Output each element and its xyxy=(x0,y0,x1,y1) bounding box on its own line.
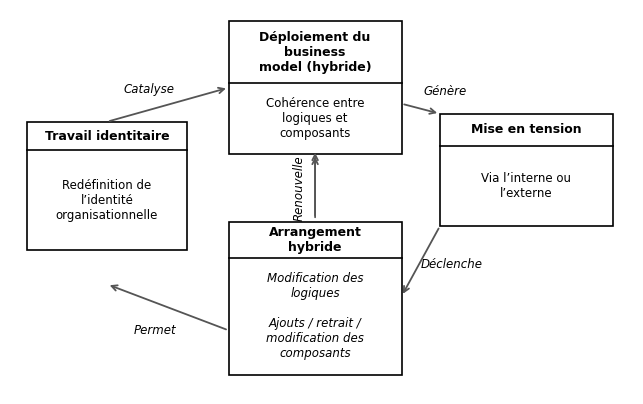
Text: Via l’interne ou
l’externe: Via l’interne ou l’externe xyxy=(482,172,572,200)
Text: Cohérence entre
logiques et
composants: Cohérence entre logiques et composants xyxy=(266,97,365,140)
Text: Modification des
logiques

Ajouts / retrait /
modification des
composants: Modification des logiques Ajouts / retra… xyxy=(266,272,364,360)
FancyBboxPatch shape xyxy=(229,222,401,375)
FancyBboxPatch shape xyxy=(229,21,401,154)
FancyBboxPatch shape xyxy=(440,114,613,226)
Text: Redéfinition de
l’identité
organisationnelle: Redéfinition de l’identité organisationn… xyxy=(56,179,158,222)
Text: Déclenche: Déclenche xyxy=(421,258,483,271)
Text: Mise en tension: Mise en tension xyxy=(471,123,582,136)
Text: Renouvelle: Renouvelle xyxy=(293,155,305,221)
Text: Génère: Génère xyxy=(424,85,467,98)
Text: Arrangement
hybride: Arrangement hybride xyxy=(269,226,361,254)
FancyBboxPatch shape xyxy=(27,122,187,250)
Text: Catalyse: Catalyse xyxy=(123,83,174,96)
Text: Déploiement du
business
model (hybride): Déploiement du business model (hybride) xyxy=(258,31,372,74)
Text: Travail identitaire: Travail identitaire xyxy=(45,130,169,143)
Text: Permet: Permet xyxy=(134,324,176,337)
